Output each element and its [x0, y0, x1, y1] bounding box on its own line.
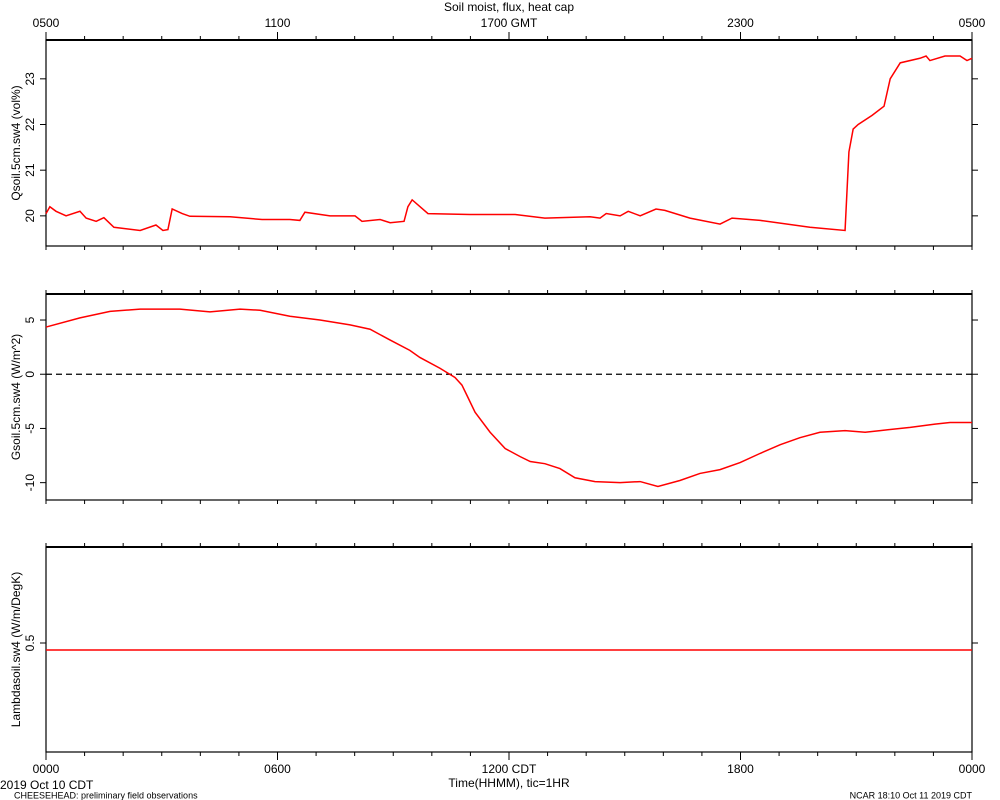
- x-tick-label: 1200 CDT: [482, 762, 537, 776]
- x-tick-label: 1700 GMT: [481, 16, 538, 30]
- chart-title: Soil moist, flux, heat cap: [444, 0, 574, 14]
- x-tick-label: 0500: [33, 16, 60, 30]
- y-tick-label: 21: [23, 163, 37, 177]
- y-tick-label: 0: [23, 371, 37, 378]
- x-tick-label: 0000: [33, 762, 60, 776]
- footer-credit: NCAR 18:10 Oct 11 2019 CDT: [850, 790, 973, 800]
- y-axis-label: Qsoil.5cm.sw4 (vol%): [9, 85, 23, 200]
- y-tick-label: 23: [23, 72, 37, 86]
- x-tick-label: 1800: [727, 762, 754, 776]
- footer-project: CHEESEHEAD: preliminary field observatio…: [14, 790, 198, 800]
- y-tick-label: 5: [23, 316, 37, 323]
- y-axis-label: Gsoil.5cm.sw4 (W/m^2): [9, 334, 23, 460]
- x-tick-label: 0000: [959, 762, 986, 776]
- x-tick-label: 0500: [959, 16, 986, 30]
- y-axis-label: Lambdasoil.sw4 (W/m/DegK): [9, 572, 23, 727]
- x-tick-label: 2300: [727, 16, 754, 30]
- footer-date: 2019 Oct 10 CDT: [0, 778, 94, 792]
- plot-frame: [45, 293, 973, 501]
- y-tick-label: 22: [23, 118, 37, 132]
- data-line: [45, 308, 972, 488]
- y-tick-label: 0.5: [23, 634, 37, 651]
- y-tick-label: -5: [23, 423, 37, 434]
- y-tick-label: -10: [23, 474, 37, 492]
- x-axis-label: Time(HHMM), tic=1HR: [448, 776, 570, 790]
- y-tick-label: 20: [23, 209, 37, 223]
- data-line: [45, 55, 973, 232]
- x-tick-label: 1100: [265, 16, 291, 30]
- x-tick-label: 0600: [264, 762, 291, 776]
